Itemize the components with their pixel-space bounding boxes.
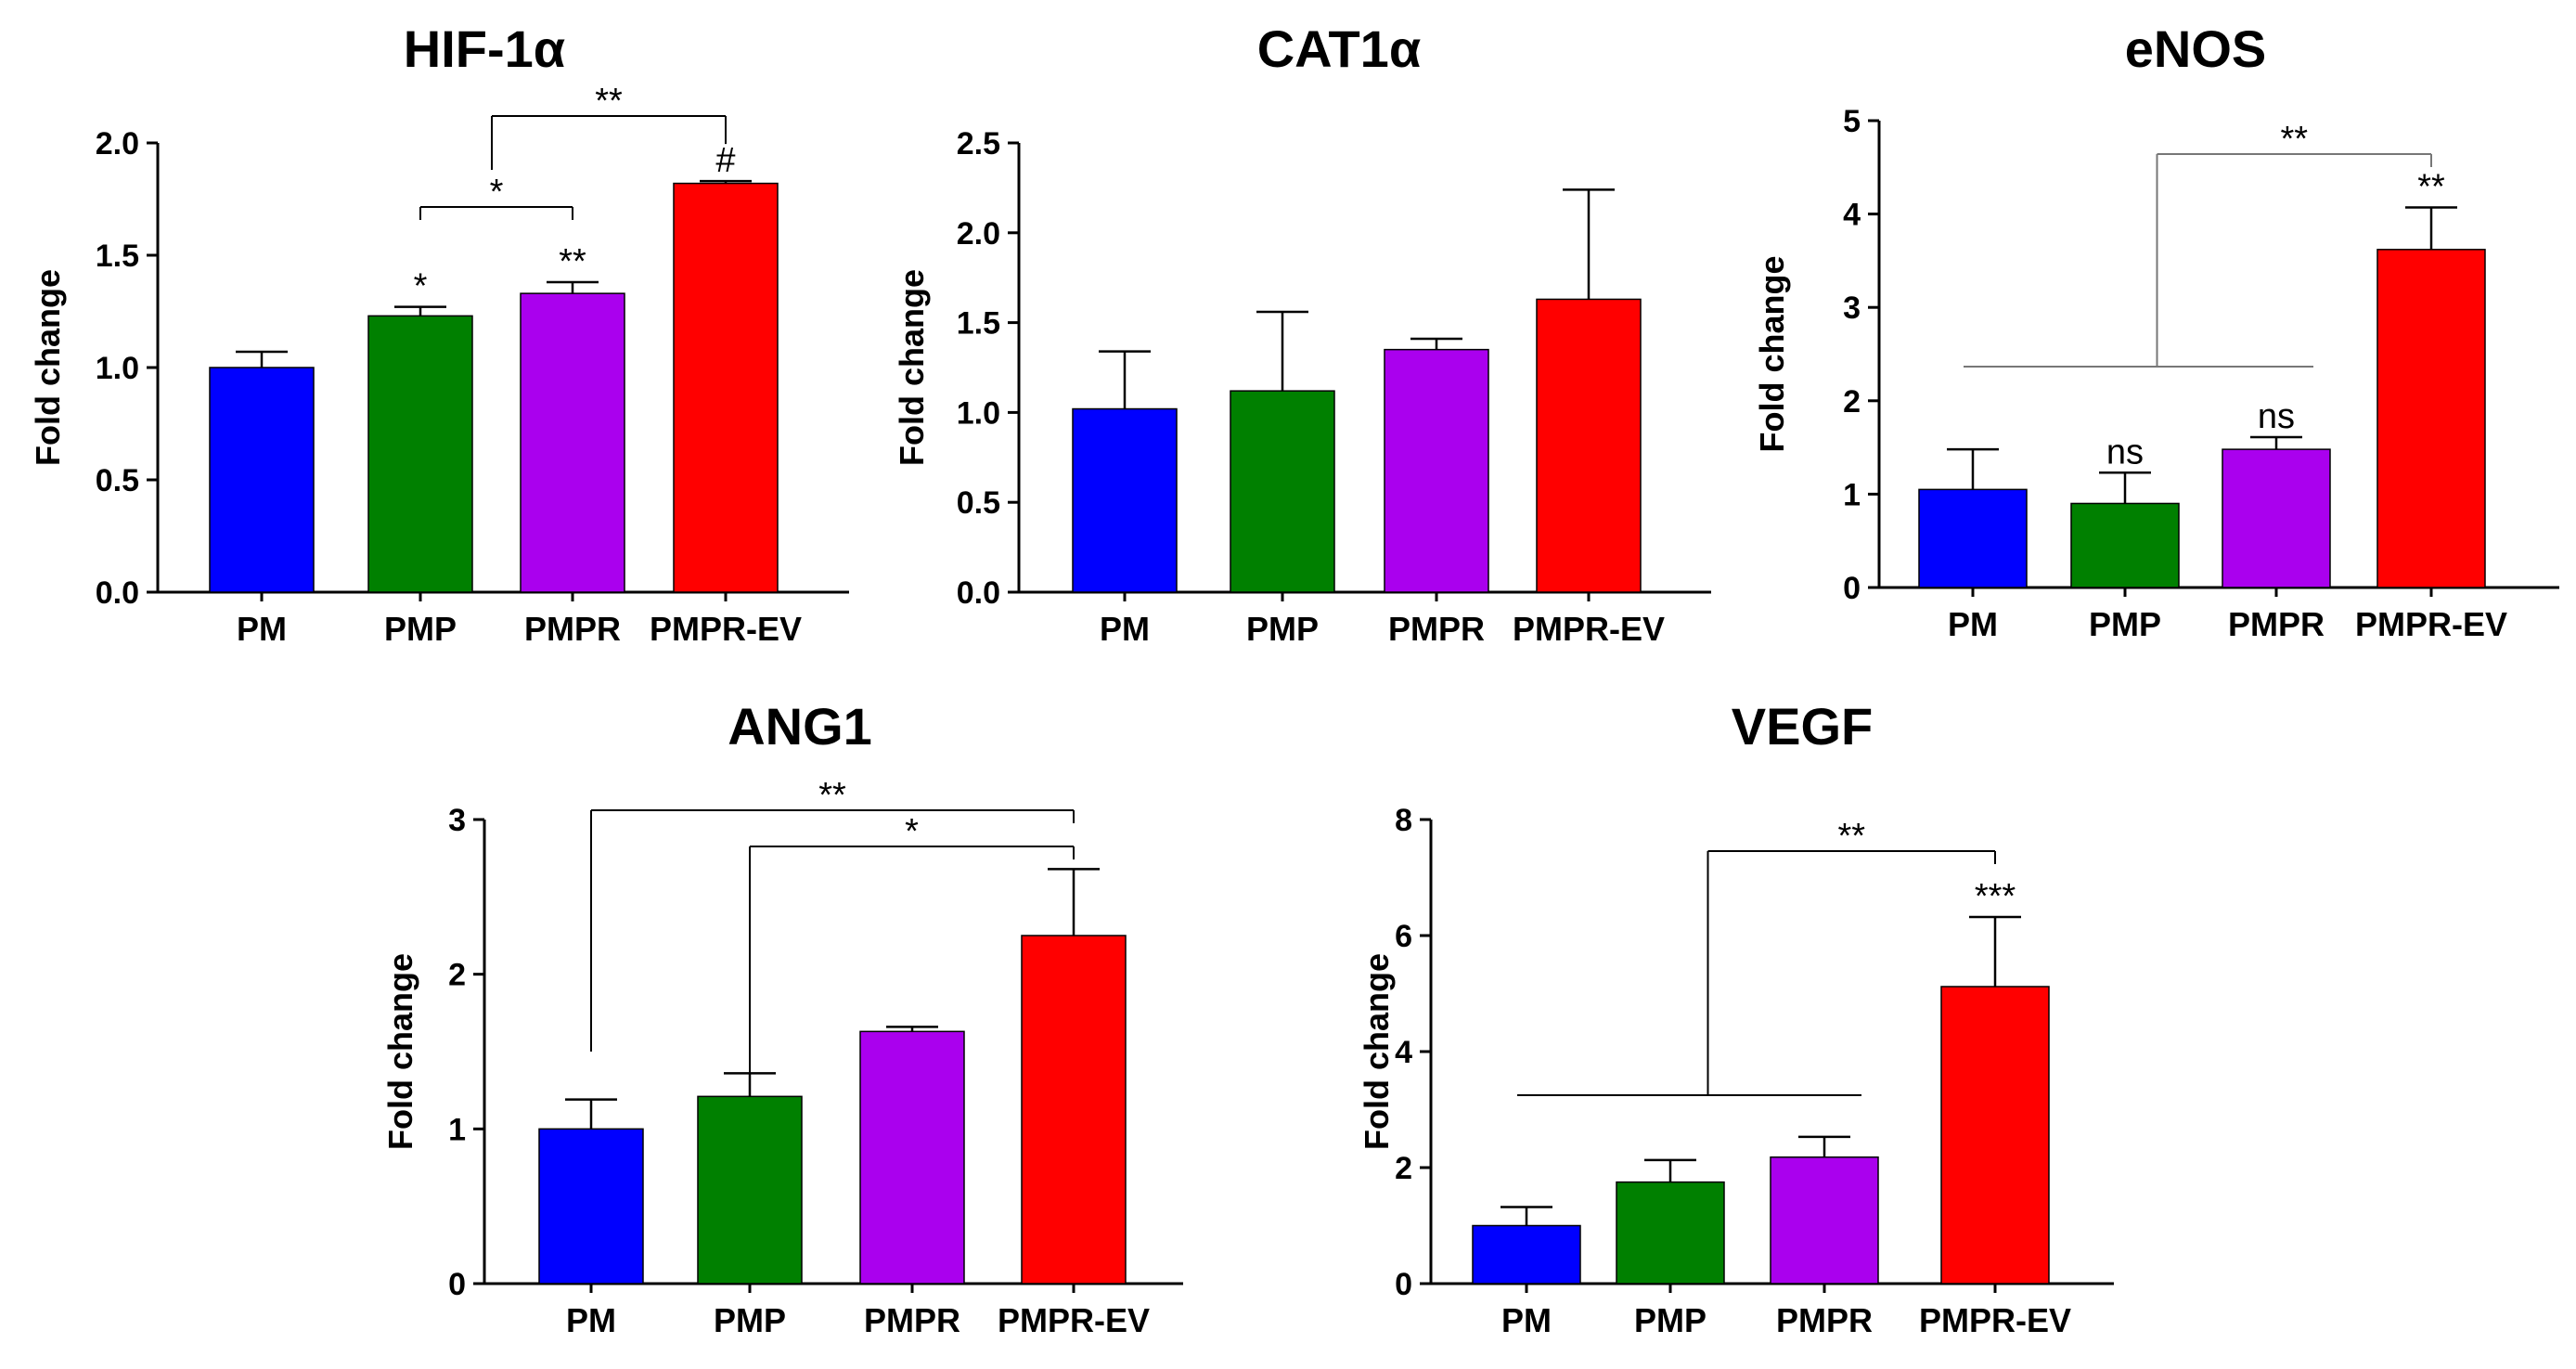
chart-title-enos: eNOS bbox=[2125, 19, 2267, 78]
bar-pmp bbox=[697, 1095, 803, 1285]
y-tick-label: 4 bbox=[1395, 1035, 1412, 1070]
x-tick-label: PMPR-EV bbox=[998, 1301, 1150, 1339]
y-tick-label: 6 bbox=[1395, 919, 1412, 954]
bar-pmpr-ev bbox=[2376, 249, 2486, 588]
y-tick-label: 2 bbox=[1843, 384, 1861, 420]
y-tick-label: 5 bbox=[1843, 104, 1861, 139]
chart-title-hif1a: HIF-1α bbox=[404, 19, 565, 78]
y-tick-label: 1.5 bbox=[957, 306, 1000, 342]
x-tick-label: PMPR-EV bbox=[1919, 1301, 2071, 1339]
x-tick-label: PMPR bbox=[1776, 1301, 1873, 1339]
y-tick-label: 2.0 bbox=[96, 126, 139, 161]
y-axis-label: Fold change bbox=[1358, 953, 1396, 1150]
bracket-significance-label: * bbox=[490, 173, 504, 212]
x-tick-label: PMP bbox=[1246, 610, 1319, 648]
y-tick-label: 2.5 bbox=[957, 126, 1000, 161]
y-axis-label: Fold change bbox=[29, 269, 67, 466]
y-tick-label: 1.0 bbox=[957, 395, 1000, 431]
bar-pmpr-ev bbox=[673, 182, 779, 593]
y-tick-label: 1.0 bbox=[96, 351, 139, 386]
bar-significance-label: *** bbox=[1975, 877, 2016, 916]
y-axis-label: Fold change bbox=[1753, 255, 1791, 452]
bar-pmpr bbox=[1770, 1156, 1879, 1285]
bar-pmpr bbox=[1384, 348, 1489, 593]
bar-pmpr-ev bbox=[1536, 298, 1642, 593]
y-tick-label: 0 bbox=[448, 1267, 466, 1302]
y-tick-label: 3 bbox=[448, 803, 466, 838]
y-tick-label: 0.0 bbox=[957, 575, 1000, 611]
bar-pmpr-ev bbox=[1021, 935, 1127, 1285]
panel-hif1a: HIF-1α Fold change 0.0 0.5 1.0 1.5 2.0 PM PMP * PM… bbox=[29, 19, 849, 648]
y-tick-label: 0.5 bbox=[96, 463, 139, 498]
bracket-significance-label: ** bbox=[595, 82, 623, 121]
panel-enos: eNOS Fold change 0 1 2 3 4 5 PM PMP ns PMPR ns PMPR-E… bbox=[1753, 19, 2559, 643]
y-tick-label: 0 bbox=[1395, 1267, 1412, 1302]
y-tick-label: 1.5 bbox=[96, 239, 139, 274]
chart-title-ang1: ANG1 bbox=[728, 697, 872, 756]
bar-pm bbox=[538, 1128, 644, 1285]
x-tick-label: PMPR-EV bbox=[650, 610, 802, 648]
bar-pm bbox=[1918, 488, 2028, 588]
chart-title-cat1a: CAT1α bbox=[1257, 19, 1422, 78]
x-tick-label: PMPR bbox=[1388, 610, 1485, 648]
x-tick-label: PMPR-EV bbox=[2355, 605, 2507, 643]
chart-title-vegf: VEGF bbox=[1732, 697, 1873, 756]
x-tick-label: PMPR-EV bbox=[1513, 610, 1665, 648]
y-tick-label: 2 bbox=[448, 958, 466, 993]
y-tick-label: 4 bbox=[1843, 198, 1861, 233]
y-tick-label: 2 bbox=[1395, 1151, 1412, 1186]
x-tick-label: PMP bbox=[2089, 605, 2161, 643]
y-tick-label: 0.5 bbox=[957, 485, 1000, 521]
bar-significance-label: ns bbox=[2106, 433, 2144, 471]
x-tick-label: PMPR bbox=[524, 610, 621, 648]
y-tick-label: 1 bbox=[1843, 477, 1861, 512]
panel-cat1a: CAT1α Fold change 0.0 0.5 1.0 1.5 2.0 2.5 PM PMP P… bbox=[893, 19, 1711, 648]
bracket-significance-label: ** bbox=[2280, 120, 2308, 159]
x-tick-label: PMP bbox=[1634, 1301, 1707, 1339]
x-tick-label: PMPR bbox=[864, 1301, 960, 1339]
x-tick-label: PMP bbox=[714, 1301, 786, 1339]
bar-pmpr bbox=[859, 1030, 965, 1285]
bracket-significance-label: * bbox=[905, 812, 919, 851]
x-tick-label: PM bbox=[237, 610, 287, 648]
bar-significance-label: ns bbox=[2258, 397, 2295, 436]
bar-pmp bbox=[1230, 390, 1335, 593]
x-tick-label: PM bbox=[1100, 610, 1150, 648]
bar-significance-label: * bbox=[414, 267, 428, 306]
y-tick-label: 8 bbox=[1395, 803, 1412, 838]
x-tick-label: PMP bbox=[384, 610, 457, 648]
x-tick-label: PM bbox=[1501, 1301, 1552, 1339]
bracket-significance-label: ** bbox=[818, 776, 846, 815]
y-tick-label: 0.0 bbox=[96, 575, 139, 611]
bracket-significance-label: ** bbox=[1837, 817, 1865, 856]
y-tick-label: 2.0 bbox=[957, 216, 1000, 252]
y-tick-label: 0 bbox=[1843, 571, 1861, 606]
bar-pmpr-ev bbox=[1940, 986, 2050, 1285]
y-tick-label: 1 bbox=[448, 1112, 466, 1147]
bar-pmpr bbox=[2222, 448, 2331, 588]
bar-pmpr bbox=[520, 292, 625, 593]
bar-pmp bbox=[2070, 502, 2180, 588]
x-tick-label: PM bbox=[1948, 605, 1998, 643]
x-tick-label: PM bbox=[566, 1301, 616, 1339]
y-axis-label: Fold change bbox=[893, 269, 931, 466]
bar-pm bbox=[1072, 407, 1178, 593]
bar-significance-label: ** bbox=[2417, 168, 2445, 207]
bar-significance-label: # bbox=[715, 141, 735, 180]
bar-pm bbox=[209, 367, 315, 593]
bar-pmp bbox=[1616, 1181, 1725, 1285]
y-tick-label: 3 bbox=[1843, 291, 1861, 326]
y-axis-label: Fold change bbox=[381, 953, 419, 1150]
bar-pm bbox=[1472, 1224, 1581, 1285]
bar-significance-label: ** bbox=[559, 242, 586, 281]
bar-pmp bbox=[367, 315, 473, 593]
x-tick-label: PMPR bbox=[2228, 605, 2325, 643]
